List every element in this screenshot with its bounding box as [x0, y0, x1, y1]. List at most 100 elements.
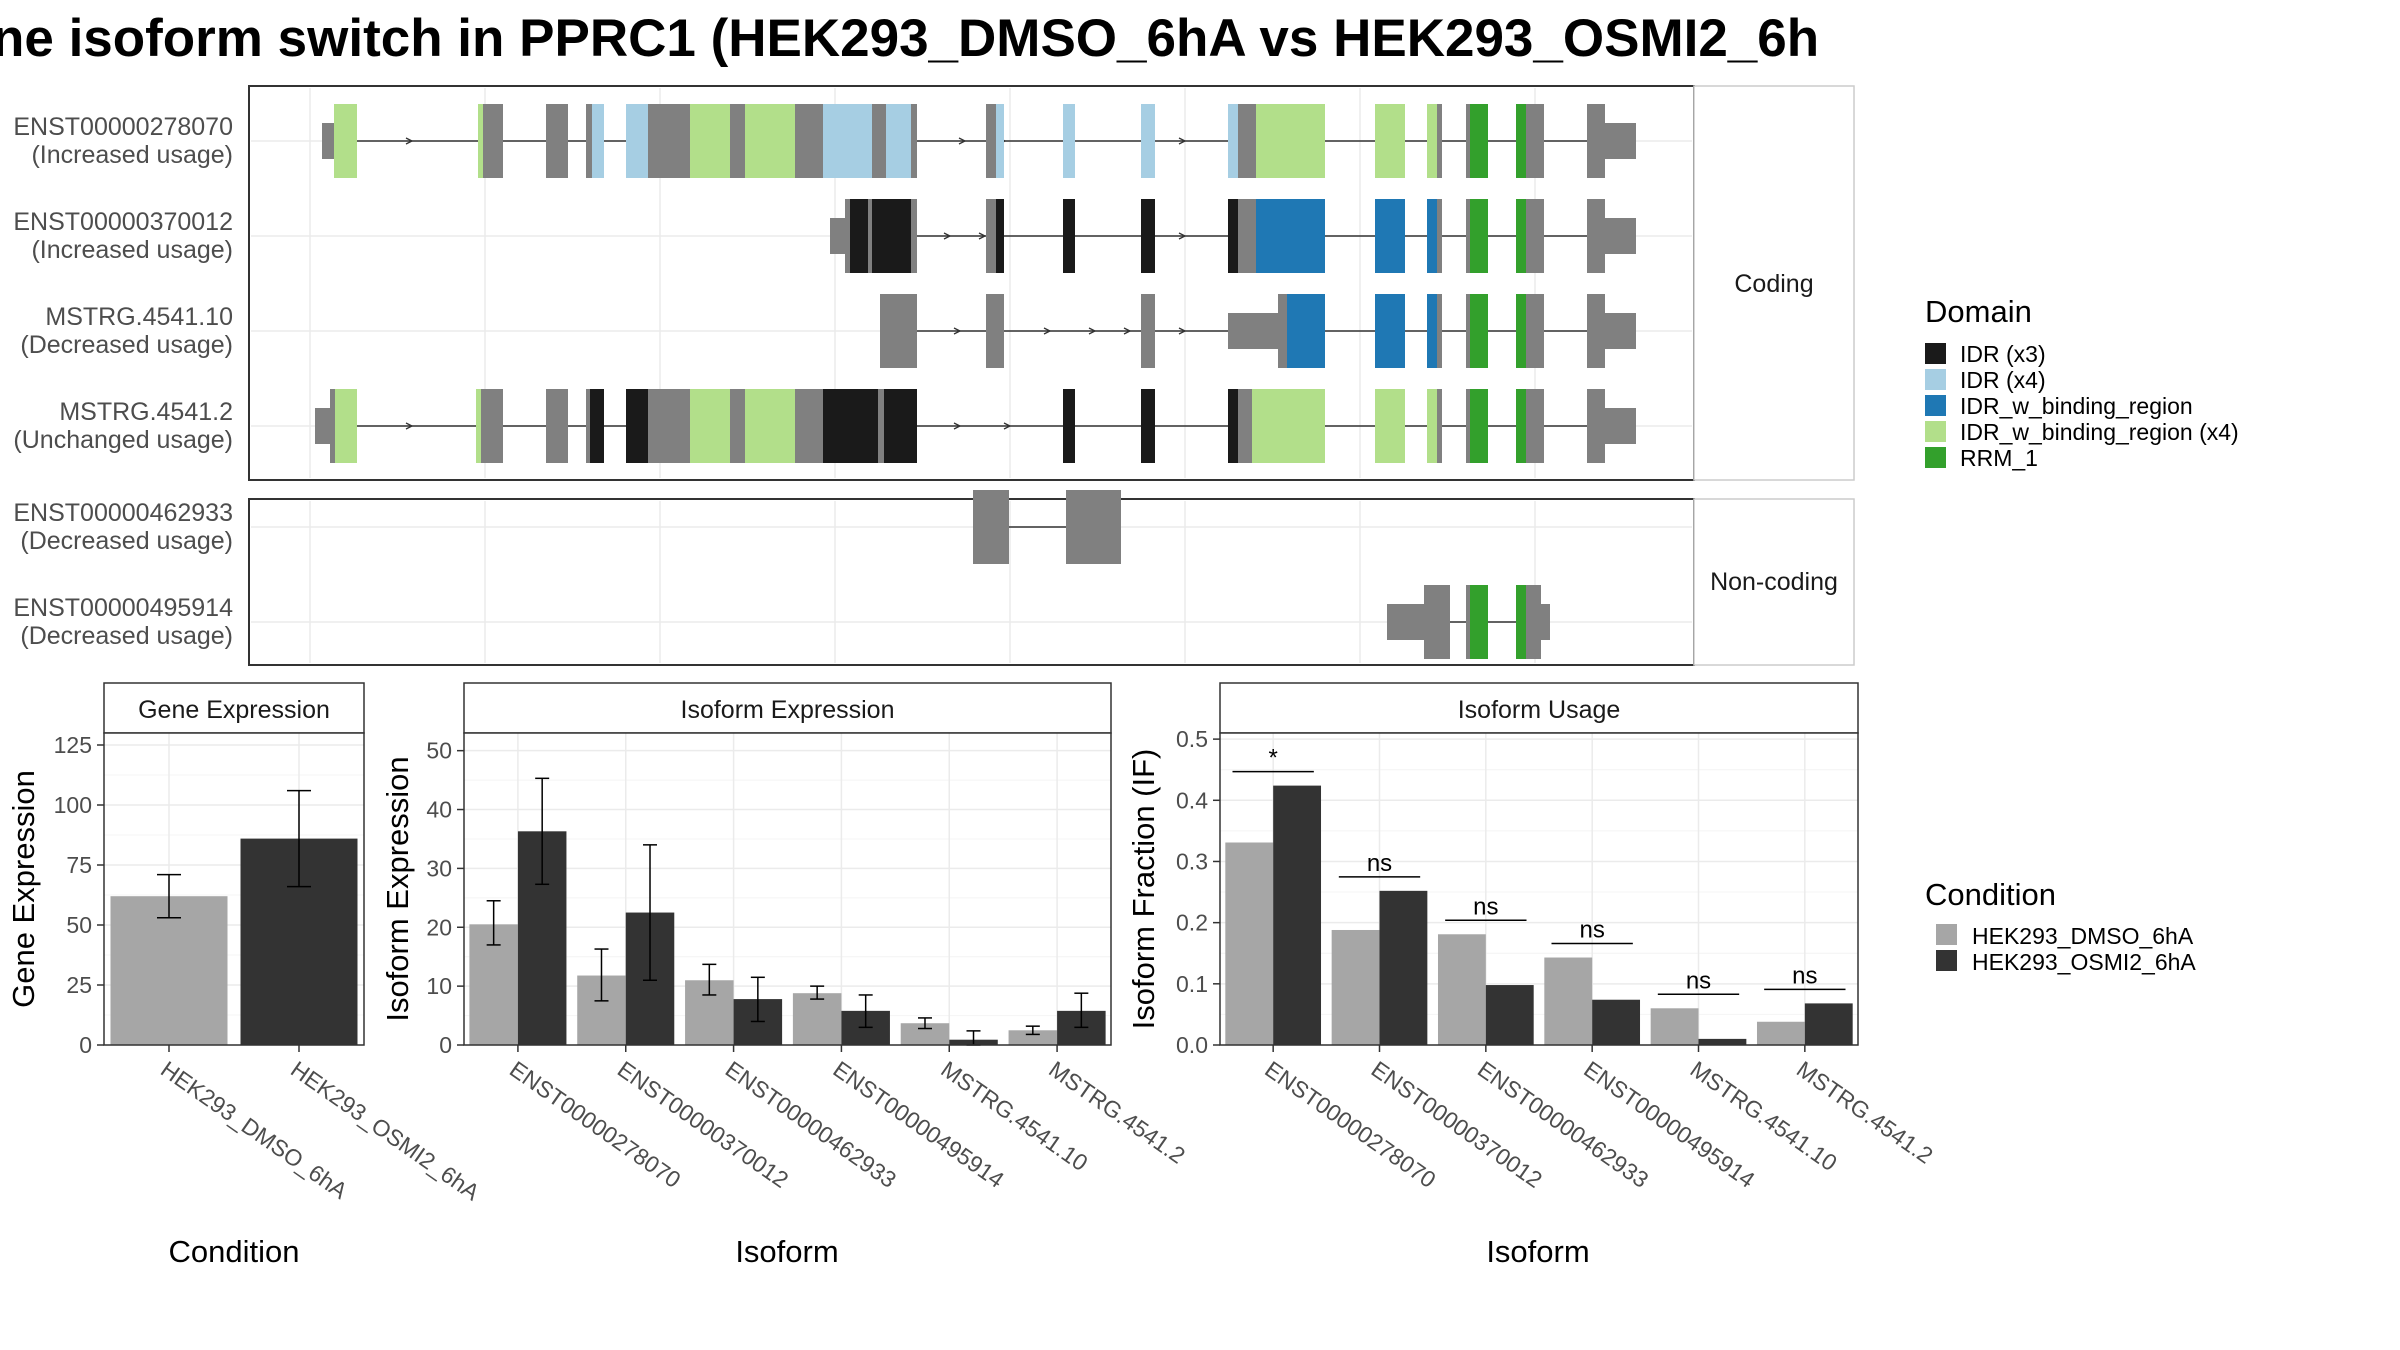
exon-block: [481, 389, 503, 463]
isoform-label-usage: (Increased usage): [31, 236, 233, 264]
isoform-label-id: ENST00000462933: [13, 499, 233, 527]
exon-block: [1526, 294, 1544, 368]
significance-label: *: [1268, 745, 1277, 772]
exon-block: [795, 389, 823, 463]
exon-block: [1470, 389, 1488, 463]
exon-block: [1526, 199, 1544, 273]
y-tick-label: 20: [426, 914, 452, 940]
x-tick-label: ENST00000278070: [1260, 1056, 1440, 1193]
isoform-label-id: MSTRG.4541.10: [45, 303, 233, 331]
legend-label: IDR_w_binding_region (x4): [1960, 419, 2239, 445]
significance-label: ns: [1473, 893, 1498, 920]
exon-block: [546, 104, 568, 178]
exon-block: [1466, 294, 1470, 368]
exon-block: [1063, 389, 1075, 463]
condition-legend-title: Condition: [1925, 877, 2056, 912]
exon-block: [590, 389, 604, 463]
direction-arrow: [953, 422, 962, 430]
x-axis-title: Isoform: [735, 1234, 838, 1269]
legend-swatch: [1925, 343, 1946, 364]
exon-block: [1516, 199, 1526, 273]
exon-block: [483, 104, 503, 178]
exon-block: [823, 389, 878, 463]
exon-block: [586, 104, 592, 178]
exon-block: [546, 389, 568, 463]
exon-block: [335, 389, 357, 463]
exon-block: [1541, 604, 1550, 640]
expression-charts: Gene Expression0255075100125HEK293_DMSO_…: [6, 682, 1938, 1269]
legend-label: HEK293_DMSO_6hA: [1972, 923, 2194, 949]
exon-block: [1587, 199, 1605, 273]
y-tick-label: 125: [54, 732, 92, 758]
coding-strip-label: Coding: [1734, 270, 1813, 298]
exon-block: [1252, 389, 1325, 463]
exon-block: [850, 199, 868, 273]
y-axis-title: Isoform Expression: [380, 756, 415, 1021]
exon-block: [1063, 104, 1075, 178]
x-axis-title: Condition: [169, 1234, 300, 1269]
direction-arrow: [1178, 327, 1187, 335]
bar: [1698, 1038, 1747, 1045]
exon-block: [1228, 313, 1278, 349]
significance-label: ns: [1367, 850, 1392, 877]
exon-block: [1437, 104, 1442, 178]
exon-block: [1587, 389, 1605, 463]
panel-strip-title: Isoform Usage: [1458, 696, 1621, 724]
plot-background: [464, 733, 1111, 1045]
panel-strip: [463, 682, 1112, 734]
exon-block: [1256, 104, 1325, 178]
bar: [1008, 1030, 1058, 1045]
legend-label: IDR (x3): [1960, 341, 2046, 367]
exon-block: [911, 199, 917, 273]
direction-arrow: [405, 422, 414, 430]
isoform-label-id: MSTRG.4541.2: [59, 398, 233, 426]
exon-block: [1063, 199, 1075, 273]
bar: [1485, 985, 1534, 1045]
y-axis-title: Isoform Fraction (IF): [1126, 749, 1161, 1030]
exon-block: [745, 104, 795, 178]
exon-block: [1605, 408, 1636, 444]
exon-block: [1466, 585, 1470, 659]
exon-block: [1466, 104, 1470, 178]
exon-block: [1424, 585, 1450, 659]
chart-panel: Isoform Usage * ns ns ns ns ns 0.0 0.1 0.2 0.3 0.4 0…: [1126, 682, 1938, 1269]
legend-label: HEK293_OSMI2_6hA: [1972, 949, 2196, 975]
exon-block: [1375, 104, 1405, 178]
bar: [1544, 957, 1593, 1045]
panel-strip-title: Isoform Expression: [681, 696, 895, 724]
isoform-label-id: ENST00000278070: [13, 113, 233, 141]
exon-block: [1375, 294, 1405, 368]
legend-label: IDR (x4): [1960, 367, 2046, 393]
bar: [1650, 1008, 1699, 1045]
direction-arrow: [405, 137, 414, 145]
exon-block: [1287, 294, 1325, 368]
domain-legend: Domain IDR (x3) IDR (x4) IDR_w_binding_r…: [1925, 294, 2239, 471]
significance-label: ns: [1686, 967, 1711, 994]
exon-block: [1427, 199, 1437, 273]
exon-block: [478, 104, 483, 178]
exon-block: [1470, 199, 1488, 273]
exon-block: [1228, 104, 1238, 178]
exon-block: [1375, 389, 1405, 463]
panel-frame: [103, 732, 365, 1046]
exon-block: [1141, 199, 1155, 273]
exon-block: [648, 389, 690, 463]
exon-block: [1516, 585, 1526, 659]
exon-block: [315, 408, 330, 444]
exon-block: [745, 389, 795, 463]
exon-block: [868, 199, 872, 273]
isoform-structure-panel: Coding Non-coding ENST00000278070 (Incre…: [13, 85, 1855, 666]
isoform-label-usage: (Decreased usage): [20, 331, 233, 359]
legend-swatch: [1936, 950, 1957, 971]
exon-block: [1141, 104, 1155, 178]
y-tick-label: 0.1: [1176, 971, 1208, 997]
exon-block: [626, 104, 648, 178]
exon-block: [911, 104, 917, 178]
direction-arrow: [1043, 327, 1052, 335]
exon-block: [1141, 389, 1155, 463]
exon-block: [1526, 104, 1544, 178]
exon-block: [1470, 104, 1488, 178]
exon-block: [1387, 604, 1424, 640]
exon-block: [334, 104, 357, 178]
